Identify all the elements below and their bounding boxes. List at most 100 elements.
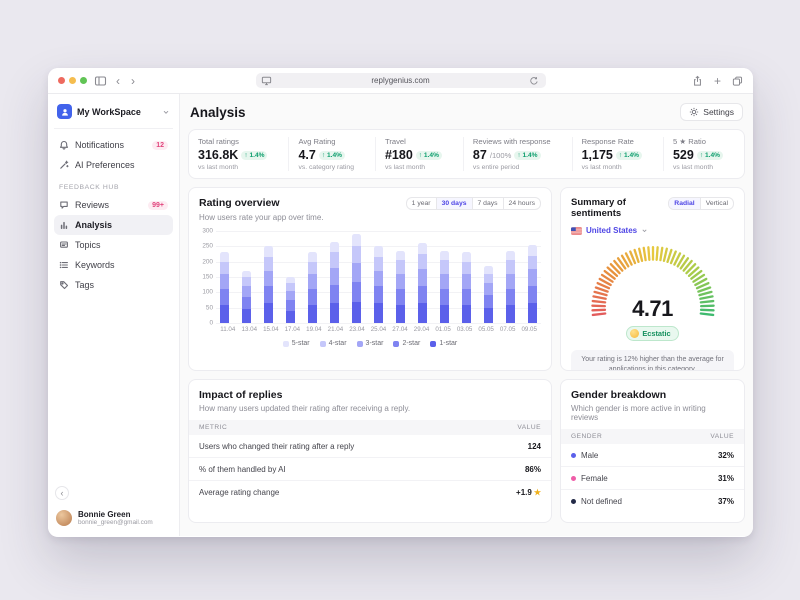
browser-toolbar: ‹ › replygenius.com + bbox=[48, 68, 753, 94]
bar-01.05[interactable] bbox=[440, 250, 449, 323]
bar-segment-1-star bbox=[462, 304, 471, 323]
bar-chart-plot bbox=[216, 231, 541, 324]
x-axis-label: 13.04 bbox=[241, 326, 258, 333]
page-title: Analysis bbox=[190, 104, 246, 120]
not-defined-dot-icon bbox=[571, 498, 576, 504]
bar-19.04[interactable] bbox=[308, 252, 317, 323]
address-bar[interactable]: replygenius.com bbox=[255, 73, 546, 88]
sidebar-item-analysis[interactable]: Analysis bbox=[54, 215, 173, 235]
settings-button[interactable]: Settings bbox=[680, 103, 743, 121]
bar-29.04[interactable] bbox=[418, 243, 427, 323]
metric-value-number: +1.9 bbox=[516, 487, 532, 497]
bar-segment-3-star bbox=[264, 270, 273, 287]
metric-value: 124 bbox=[527, 441, 541, 451]
bar-segment-4-star bbox=[308, 261, 317, 274]
bar-segment-5-star bbox=[286, 277, 295, 284]
bar-09.05[interactable] bbox=[528, 244, 537, 323]
range-1-year[interactable]: 1 year bbox=[407, 198, 436, 209]
bar-21.04[interactable] bbox=[330, 241, 339, 323]
country-selector[interactable]: United States bbox=[571, 226, 648, 235]
bar-segment-5-star bbox=[440, 250, 449, 261]
topics-icon bbox=[59, 240, 69, 250]
collapse-sidebar-button[interactable]: ‹ bbox=[55, 486, 69, 500]
settings-label: Settings bbox=[703, 107, 734, 117]
bar-07.05[interactable] bbox=[506, 250, 515, 323]
bar-chart-xlabels: 11.04 13.04 15.04 17.04 19.04 21.04 23.04 25.04… bbox=[216, 326, 541, 333]
gender-value: 32% bbox=[717, 450, 734, 460]
bar-17.04[interactable] bbox=[286, 277, 295, 323]
bar-05.05[interactable] bbox=[484, 266, 493, 323]
user-email: bonnie_green@gmail.com bbox=[78, 519, 153, 526]
us-flag-icon bbox=[571, 226, 582, 235]
range-30-days[interactable]: 30 days bbox=[435, 198, 472, 209]
bar-15.04[interactable] bbox=[264, 246, 273, 323]
workspace-switcher[interactable]: My WorkSpace bbox=[54, 101, 173, 122]
toggle-vertical[interactable]: Vertical bbox=[699, 198, 733, 209]
bar-segment-1-star bbox=[220, 304, 229, 323]
stat-label: Travel bbox=[384, 137, 406, 146]
sidebar-item-ai-preferences[interactable]: AI Preferences bbox=[54, 155, 173, 175]
user-profile[interactable]: Bonnie Green bonnie_green@gmail.com bbox=[54, 508, 173, 528]
bar-11.04[interactable] bbox=[220, 252, 229, 323]
bar-segment-5-star bbox=[242, 270, 251, 277]
bar-27.04[interactable] bbox=[396, 250, 405, 323]
stat-sublabel: vs. category rating bbox=[298, 164, 354, 171]
notifications-badge: 12 bbox=[152, 140, 168, 150]
bar-23.04[interactable] bbox=[352, 234, 361, 323]
bar-segment-2-star bbox=[462, 289, 471, 305]
impact-subtitle: How many users updated their rating afte… bbox=[199, 404, 411, 413]
bar-segment-2-star bbox=[374, 286, 383, 304]
sidebar-toggle-icon[interactable] bbox=[94, 75, 107, 87]
stat-value: 316.8K bbox=[198, 148, 239, 162]
gridline bbox=[216, 323, 541, 324]
bar-segment-4-star bbox=[528, 255, 537, 270]
x-axis-label: 07.05 bbox=[499, 326, 516, 333]
gender-breakdown-card: Gender breakdown Which gender is more ac… bbox=[560, 379, 745, 523]
sidebar-item-tags[interactable]: Tags bbox=[54, 275, 173, 295]
x-axis-label: 25.04 bbox=[370, 326, 387, 333]
y-axis-label: 250 bbox=[202, 242, 213, 250]
bell-icon bbox=[59, 140, 69, 150]
bar-chart-yaxis: 0 50 100 150 200 250 300 bbox=[199, 227, 216, 327]
bar-segment-4-star bbox=[374, 257, 383, 271]
toggle-radial[interactable]: Radial bbox=[669, 198, 700, 209]
forward-button[interactable]: › bbox=[131, 73, 135, 88]
sidebar-item-keywords[interactable]: Keywords bbox=[54, 255, 173, 275]
stat-value: 529 bbox=[672, 148, 694, 162]
bar-segment-3-star bbox=[462, 273, 471, 290]
y-axis-label: 0 bbox=[209, 319, 213, 327]
legend-item-5-star: 5-star bbox=[282, 340, 310, 347]
tabs-overview-icon[interactable] bbox=[732, 75, 743, 87]
bar-chart-legend: 5-star 4-star 3-star 2-star 1-star bbox=[199, 340, 541, 347]
sidebar-item-label: Notifications bbox=[75, 140, 125, 150]
bar-03.05[interactable] bbox=[462, 252, 471, 323]
address-url: replygenius.com bbox=[371, 76, 430, 85]
new-tab-button[interactable]: + bbox=[713, 73, 721, 88]
bar-13.04[interactable] bbox=[242, 270, 251, 323]
sidebar-item-topics[interactable]: Topics bbox=[54, 235, 173, 255]
bar-segment-1-star bbox=[352, 301, 361, 323]
browser-actions: + bbox=[692, 75, 743, 87]
sidebar-item-label: Tags bbox=[75, 280, 95, 290]
back-button[interactable]: ‹ bbox=[116, 73, 120, 88]
zoom-window-button[interactable] bbox=[80, 77, 87, 84]
share-icon[interactable] bbox=[692, 75, 703, 87]
sidebar-item-notifications[interactable]: Notifications 12 bbox=[54, 135, 173, 155]
sidebar: My WorkSpace Notifications 12 bbox=[48, 94, 180, 536]
bar-segment-1-star bbox=[528, 303, 537, 323]
window-controls bbox=[58, 77, 87, 84]
sidebar-item-reviews[interactable]: Reviews 99+ bbox=[54, 195, 173, 215]
range-24-hours[interactable]: 24 hours bbox=[502, 198, 540, 209]
range-7-days[interactable]: 7 days bbox=[471, 198, 503, 209]
y-axis-label: 300 bbox=[202, 227, 213, 235]
minimize-window-button[interactable] bbox=[69, 77, 76, 84]
bar-segment-4-star bbox=[418, 254, 427, 270]
bar-segment-3-star bbox=[374, 270, 383, 287]
reload-icon[interactable] bbox=[529, 76, 541, 86]
bar-segment-1-star bbox=[396, 304, 405, 323]
close-window-button[interactable] bbox=[58, 77, 65, 84]
table-row: Average rating change +1.9 ★ bbox=[189, 481, 551, 503]
stat-travel-rank: Travel #180 ↑ 1.4% vs last month bbox=[374, 137, 463, 171]
bar-25.04[interactable] bbox=[374, 246, 383, 323]
x-axis-label: 19.04 bbox=[306, 326, 322, 333]
